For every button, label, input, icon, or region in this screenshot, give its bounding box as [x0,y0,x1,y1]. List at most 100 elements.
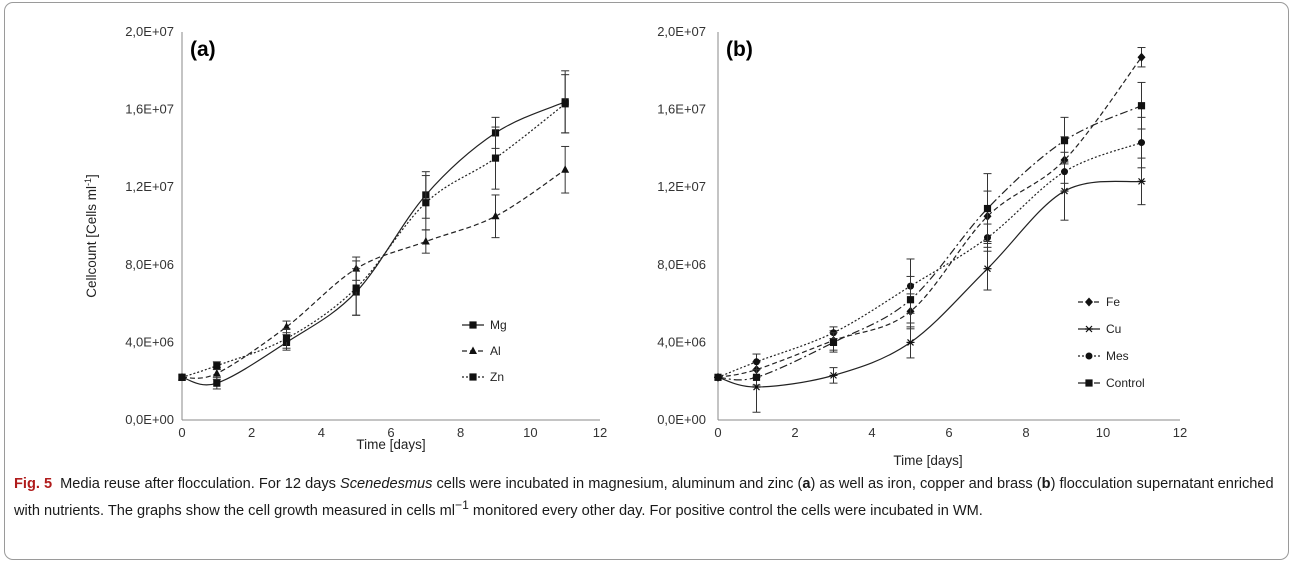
series-control [714,81,1146,386]
y-tick-label: 1,2E+07 [125,179,174,194]
chart-panel-a: Cellcount [Cells ml-1] Time [days] 0,0E+… [83,24,607,452]
legend-item-mes: Mes [1078,349,1129,363]
legend-item-fe: Fe [1078,295,1120,309]
series-line [181,103,566,378]
series-line [181,169,566,379]
legend-marker [1085,379,1093,387]
data-point [422,199,430,207]
panel-label: (b) [726,38,753,61]
y-tick-label: 4,0E+06 [657,334,706,349]
caption-figure-number: Fig. 5 [14,476,53,492]
legend-marker [469,373,477,381]
panel-label: (a) [190,38,216,61]
data-point [983,265,992,273]
x-tick-label: 10 [1096,425,1110,440]
figure-charts: Cellcount [Cells ml-1] Time [days] 0,0E+… [83,24,1187,468]
series-line [717,56,1142,378]
data-point [1138,139,1145,147]
y-tick-label: 4,0E+06 [125,334,174,349]
data-point [983,204,992,213]
y-tick-label: 8,0E+06 [125,257,174,272]
legend-label: Control [1106,376,1145,390]
data-point [282,322,291,330]
data-point [829,338,838,346]
x-tick-label: 2 [791,425,798,440]
series-mes [714,116,1146,381]
data-point [1060,137,1069,145]
legend-item-cu: Cu [1078,322,1121,336]
data-point [906,296,915,304]
y-axis-label-a: Cellcount [Cells ml-1] [83,174,99,298]
series-zn [178,74,570,381]
x-tick-label: 6 [945,425,952,440]
x-tick-label: 12 [1173,425,1187,440]
y-tick-label: 0,0E+00 [657,412,706,427]
x-tick-label: 0 [178,425,185,440]
series-line [717,180,1142,388]
series-cu [714,157,1146,413]
y-tick-label: 2,0E+07 [657,24,706,39]
x-axis-label-a: Time [days] [356,437,425,452]
data-point [213,362,221,370]
data-point [213,379,221,387]
data-point [829,371,838,379]
series-fe [714,47,1146,382]
legend-label: Zn [490,370,504,384]
data-point [1137,52,1146,62]
y-tick-label: 2,0E+07 [125,24,174,39]
series-line [717,142,1142,378]
figure-frame [4,2,1289,560]
legend-marker [469,321,477,329]
data-point [752,373,761,381]
data-point [1137,177,1146,185]
legend-marker [1085,297,1093,307]
legend-label: Fe [1106,295,1120,309]
legend-label: Mes [1106,349,1129,363]
legend-item-al: Al [462,344,501,358]
data-point [212,368,221,377]
y-tick-label: 8,0E+06 [657,257,706,272]
data-point [906,338,915,346]
series-line [181,101,566,386]
data-point [561,165,570,173]
y-tick-label: 0,0E+00 [125,412,174,427]
x-tick-label: 4 [318,425,325,440]
y-tick-label: 1,2E+07 [657,179,706,194]
data-point [491,154,500,162]
chart-panel-b: Time [days] 0,0E+00 4,0E+06 8,0E+06 1,2E+07… [657,24,1187,468]
legend-item-mg: Mg [462,318,507,332]
x-tick-label: 4 [868,425,875,440]
legend-marker [469,346,477,354]
series-mg [178,70,570,390]
legend-label: Al [490,344,501,358]
legend-item-control: Control [1078,376,1145,390]
x-tick-label: 12 [593,425,607,440]
data-point [714,373,722,381]
legend-item-zn: Zn [462,370,504,384]
y-tick-label: 1,6E+07 [657,102,706,117]
data-point [282,334,291,343]
data-point [1061,168,1068,176]
x-tick-label: 6 [387,425,394,440]
series-line [717,105,1142,381]
x-axis-label-b: Time [days] [893,453,962,468]
data-point [561,100,569,108]
legend-marker [1085,325,1093,333]
x-tick-label: 2 [248,425,255,440]
data-point [491,211,500,220]
legend-marker [1085,352,1093,360]
data-point [352,284,360,292]
series-al [178,145,570,381]
x-tick-label: 10 [523,425,537,440]
y-tick-label: 1,6E+07 [125,102,174,117]
x-tick-label: 8 [457,425,464,440]
data-point [421,237,430,245]
caption-genus: Scenedesmus [339,476,433,492]
legend-label: Cu [1106,322,1121,336]
data-point [178,373,186,381]
data-point [1137,102,1146,110]
data-point [753,358,760,366]
x-tick-label: 0 [714,425,721,440]
figure-caption: Fig. 5 Media reuse after flocculation. Fo… [14,476,1274,519]
x-tick-label: 8 [1022,425,1029,440]
